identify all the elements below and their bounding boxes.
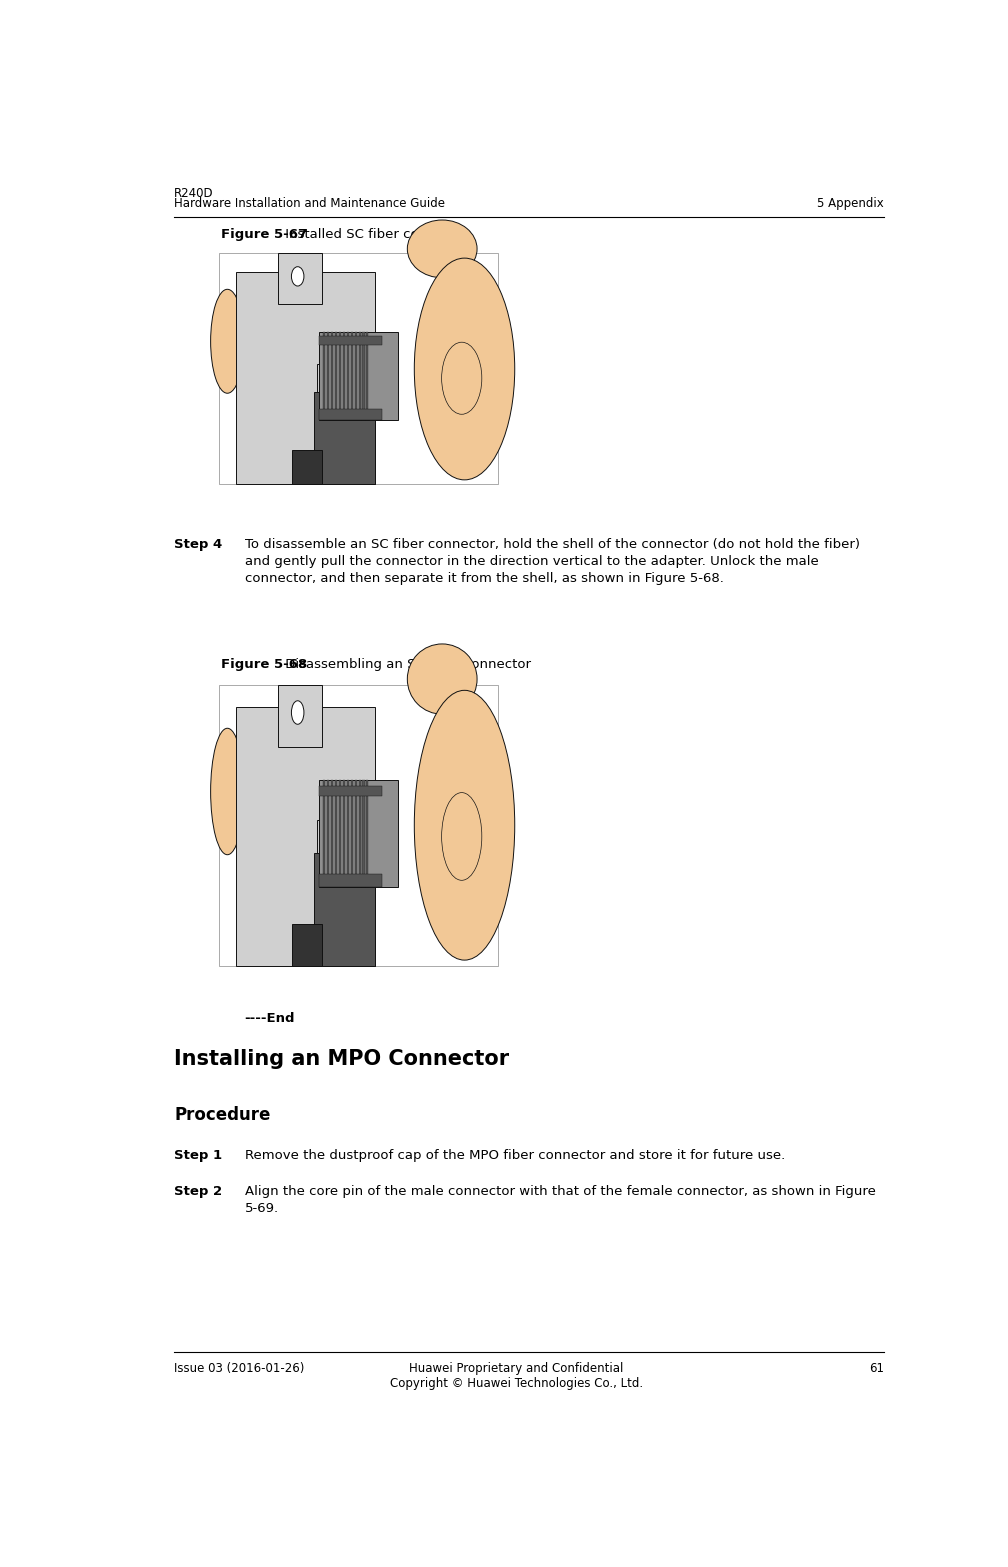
FancyBboxPatch shape bbox=[277, 685, 323, 746]
FancyBboxPatch shape bbox=[366, 780, 369, 887]
FancyBboxPatch shape bbox=[277, 254, 323, 304]
Text: Figure 5-67: Figure 5-67 bbox=[221, 229, 306, 241]
Text: Huawei Proprietary and Confidential
Copyright © Huawei Technologies Co., Ltd.: Huawei Proprietary and Confidential Copy… bbox=[390, 1362, 643, 1390]
Text: Figure 5-68: Figure 5-68 bbox=[221, 658, 306, 671]
FancyBboxPatch shape bbox=[355, 332, 357, 420]
FancyBboxPatch shape bbox=[236, 707, 375, 965]
FancyBboxPatch shape bbox=[351, 332, 353, 420]
Text: 61: 61 bbox=[869, 1362, 884, 1376]
FancyBboxPatch shape bbox=[313, 392, 375, 484]
Text: Installing an MPO Connector: Installing an MPO Connector bbox=[174, 1048, 509, 1069]
FancyBboxPatch shape bbox=[320, 332, 397, 420]
Ellipse shape bbox=[442, 793, 482, 881]
FancyBboxPatch shape bbox=[332, 332, 334, 420]
Text: Procedure: Procedure bbox=[174, 1106, 270, 1124]
Text: ----End: ----End bbox=[245, 1012, 295, 1025]
FancyBboxPatch shape bbox=[347, 780, 349, 887]
FancyBboxPatch shape bbox=[339, 332, 341, 420]
FancyBboxPatch shape bbox=[359, 332, 361, 420]
Text: Hardware Installation and Maintenance Guide: Hardware Installation and Maintenance Gu… bbox=[174, 197, 446, 210]
Ellipse shape bbox=[414, 691, 515, 961]
FancyBboxPatch shape bbox=[320, 780, 397, 887]
Ellipse shape bbox=[291, 700, 304, 724]
Ellipse shape bbox=[442, 342, 482, 414]
Text: Step 1: Step 1 bbox=[174, 1149, 222, 1163]
Text: 5 Appendix: 5 Appendix bbox=[817, 197, 884, 210]
FancyBboxPatch shape bbox=[291, 450, 323, 484]
FancyBboxPatch shape bbox=[335, 332, 338, 420]
FancyBboxPatch shape bbox=[320, 409, 382, 420]
Text: Step 4: Step 4 bbox=[174, 539, 223, 552]
Text: R240D: R240D bbox=[174, 186, 214, 199]
Ellipse shape bbox=[211, 729, 244, 854]
FancyBboxPatch shape bbox=[317, 820, 342, 859]
FancyBboxPatch shape bbox=[313, 854, 375, 965]
Ellipse shape bbox=[407, 219, 477, 277]
FancyBboxPatch shape bbox=[335, 780, 338, 887]
Ellipse shape bbox=[414, 259, 515, 480]
FancyBboxPatch shape bbox=[219, 254, 498, 484]
Text: Remove the dustproof cap of the MPO fiber connector and store it for future use.: Remove the dustproof cap of the MPO fibe… bbox=[245, 1149, 785, 1163]
FancyBboxPatch shape bbox=[332, 780, 334, 887]
Ellipse shape bbox=[407, 644, 477, 715]
FancyBboxPatch shape bbox=[343, 780, 345, 887]
FancyBboxPatch shape bbox=[317, 365, 342, 396]
FancyBboxPatch shape bbox=[355, 780, 357, 887]
Text: Installed SC fiber connector: Installed SC fiber connector bbox=[281, 229, 470, 241]
FancyBboxPatch shape bbox=[236, 273, 375, 484]
Ellipse shape bbox=[321, 373, 330, 387]
FancyBboxPatch shape bbox=[343, 332, 345, 420]
FancyBboxPatch shape bbox=[320, 874, 382, 887]
FancyBboxPatch shape bbox=[324, 332, 326, 420]
FancyBboxPatch shape bbox=[219, 685, 498, 965]
FancyBboxPatch shape bbox=[363, 780, 365, 887]
FancyBboxPatch shape bbox=[328, 780, 330, 887]
FancyBboxPatch shape bbox=[320, 785, 382, 796]
FancyBboxPatch shape bbox=[363, 332, 365, 420]
FancyBboxPatch shape bbox=[347, 332, 349, 420]
Ellipse shape bbox=[211, 290, 244, 393]
FancyBboxPatch shape bbox=[324, 780, 326, 887]
FancyBboxPatch shape bbox=[320, 337, 382, 345]
Ellipse shape bbox=[291, 266, 304, 287]
Text: Align the core pin of the male connector with that of the female connector, as s: Align the core pin of the male connector… bbox=[245, 1185, 876, 1214]
Text: Issue 03 (2016-01-26): Issue 03 (2016-01-26) bbox=[174, 1362, 304, 1376]
FancyBboxPatch shape bbox=[291, 923, 323, 965]
FancyBboxPatch shape bbox=[359, 780, 361, 887]
Text: To disassemble an SC fiber connector, hold the shell of the connector (do not ho: To disassemble an SC fiber connector, ho… bbox=[245, 539, 860, 586]
FancyBboxPatch shape bbox=[366, 332, 369, 420]
FancyBboxPatch shape bbox=[339, 780, 341, 887]
Text: Disassembling an SC fiber connector: Disassembling an SC fiber connector bbox=[281, 658, 531, 671]
Text: Step 2: Step 2 bbox=[174, 1185, 222, 1199]
FancyBboxPatch shape bbox=[328, 332, 330, 420]
FancyBboxPatch shape bbox=[351, 780, 353, 887]
Ellipse shape bbox=[321, 831, 330, 848]
